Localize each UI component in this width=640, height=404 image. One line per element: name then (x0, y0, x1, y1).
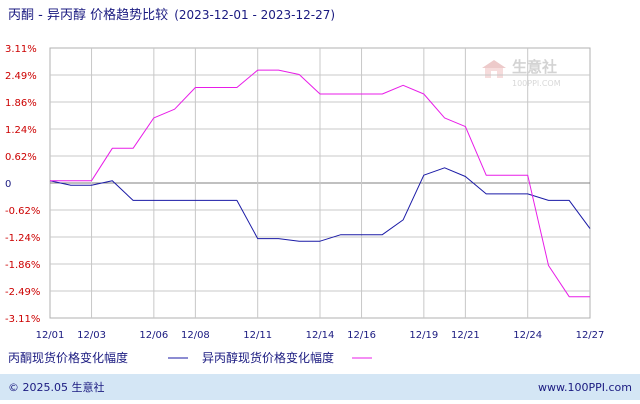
x-tick-label: 12/21 (451, 330, 480, 341)
y-tick-label: 2.49% (5, 71, 37, 82)
chart-title-range: (2023-12-01 - 2023-12-27) (174, 8, 335, 22)
y-tick-label: 0.62% (5, 152, 37, 163)
y-axis-ticks: 3.11% 2.49% 1.86% 1.24% 0.62% 0 -0.62% -1.24% -1… (5, 44, 40, 325)
x-tick-label: 12/14 (306, 330, 335, 341)
y-tick-label: 1.24% (5, 125, 37, 136)
footer-bar (0, 374, 640, 400)
series-line-ipa (50, 69, 590, 298)
y-tick-label: -2.49% (5, 287, 40, 298)
y-tick-label: 3.11% (5, 44, 37, 55)
grid-lines (50, 48, 590, 318)
y-tick-label: -3.11% (5, 314, 40, 325)
x-tick-label: 12/06 (139, 330, 168, 341)
x-tick-label: 12/19 (409, 330, 438, 341)
watermark: 生意社 100PPI.COM (482, 58, 561, 88)
chart-title: 丙酮 - 异丙醇 价格趋势比较 (2023-12-01 - 2023-12-27… (8, 7, 335, 23)
y-tick-label: 0 (5, 179, 11, 190)
footer-copyright: © 2025.05 生意社 (8, 380, 104, 394)
y-tick-label: -1.86% (5, 260, 40, 271)
x-tick-label: 12/27 (576, 330, 605, 341)
x-tick-label: 12/08 (181, 330, 210, 341)
y-tick-label: -1.24% (5, 233, 40, 244)
series-lines (49, 69, 591, 298)
x-axis-ticks: 12/01 12/03 12/06 12/08 12/11 12/14 12/16 12/19… (36, 330, 605, 341)
x-tick-label: 12/01 (36, 330, 65, 341)
legend-item-ipa: 异丙醇现货价格变化幅度 (202, 350, 372, 365)
legend-item-acetone: 丙酮现货价格变化幅度 (8, 350, 188, 365)
series-line-acetone (49, 167, 591, 242)
x-tick-label: 12/24 (513, 330, 542, 341)
chart-title-main: 丙酮 - 异丙醇 价格趋势比较 (8, 7, 168, 23)
x-tick-label: 12/03 (77, 330, 106, 341)
legend-label-ipa: 异丙醇现货价格变化幅度 (202, 350, 334, 365)
watermark-text-cn: 生意社 (512, 58, 557, 76)
legend: 丙酮现货价格变化幅度 异丙醇现货价格变化幅度 (8, 350, 372, 365)
y-tick-label: -0.62% (5, 206, 40, 217)
watermark-text-en: 100PPI.COM (512, 79, 561, 88)
x-tick-label: 12/11 (243, 330, 272, 341)
x-tick-label: 12/16 (347, 330, 376, 341)
legend-label-acetone: 丙酮现货价格变化幅度 (8, 350, 128, 365)
y-tick-label: 1.86% (5, 98, 37, 109)
footer-website-link[interactable]: www.100PPI.com (538, 381, 632, 394)
